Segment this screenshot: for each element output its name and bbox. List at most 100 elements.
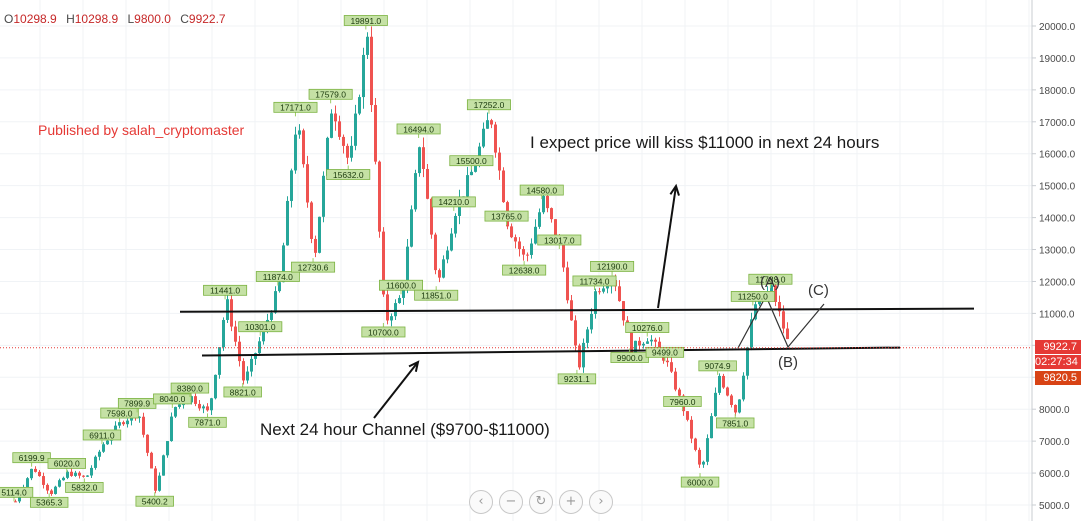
- zoom-controls: ‹ − ↻ + ›: [466, 489, 616, 515]
- scroll-forward-button[interactable]: ›: [589, 490, 613, 514]
- candle-body: [314, 238, 317, 253]
- price-label: 17579.0: [315, 90, 346, 100]
- price-label: 6020.0: [54, 459, 80, 469]
- candle-body: [166, 441, 169, 456]
- candle-body: [774, 285, 777, 302]
- price-label: 15500.0: [456, 156, 487, 166]
- candle-body: [162, 455, 165, 476]
- candle-body: [726, 387, 729, 396]
- candle-body: [66, 471, 69, 478]
- price-label-box: [414, 289, 459, 301]
- price-label-box: [396, 123, 441, 135]
- candle-body: [126, 420, 129, 425]
- candle-body: [398, 297, 401, 304]
- candle-body: [302, 130, 305, 165]
- axis-background: [1032, 0, 1089, 521]
- candle-body: [566, 267, 569, 301]
- candle-body: [82, 475, 85, 477]
- candle-body: [154, 468, 157, 491]
- price-label: 9074.9: [705, 361, 731, 371]
- close-value: 9922.7: [188, 12, 226, 26]
- price-label-box: [449, 155, 494, 167]
- price-label: 17171.0: [280, 103, 311, 113]
- trend-lines: [179, 183, 975, 419]
- candle-body: [458, 198, 461, 216]
- candle-body: [554, 219, 557, 237]
- candle-body: [598, 291, 601, 293]
- axis-tick-label: 6000.0: [1039, 469, 1070, 480]
- candle-body: [150, 452, 153, 469]
- price-label: 10700.0: [368, 327, 399, 337]
- candle-body: [414, 173, 417, 210]
- price-label-box: [343, 15, 388, 26]
- price-label: 12638.0: [509, 265, 540, 275]
- candle-body: [170, 416, 173, 442]
- candle-body: [94, 456, 97, 468]
- scroll-back-button[interactable]: ‹: [469, 490, 493, 514]
- candle-body: [158, 475, 161, 491]
- price-label-box: [645, 346, 685, 358]
- candle-body: [222, 319, 225, 348]
- candle-body: [210, 398, 213, 411]
- price-label: 14580.0: [526, 185, 557, 195]
- price-label: 5365.3: [36, 498, 62, 508]
- candle-body: [618, 286, 621, 302]
- candle-body: [242, 361, 245, 381]
- candle-body: [262, 328, 265, 342]
- candle-body: [394, 303, 397, 317]
- price-label-box: [291, 261, 336, 273]
- price-label: 6199.9: [19, 453, 45, 463]
- price-label: 7598.0: [107, 408, 133, 418]
- candle-body: [694, 438, 697, 450]
- candle-body: [62, 477, 65, 481]
- candle-body: [350, 145, 353, 158]
- candle-body: [590, 313, 593, 330]
- support-line: [201, 346, 901, 357]
- price-label-box: [255, 271, 300, 282]
- candle-body: [698, 449, 701, 465]
- axis-tick-label: 17000.0: [1039, 118, 1076, 129]
- candle-body: [390, 316, 393, 321]
- candle-body: [606, 286, 609, 289]
- axis-tick-label: 15000.0: [1039, 182, 1076, 193]
- candle-body: [482, 128, 485, 147]
- candle-body: [142, 416, 145, 435]
- channel-note: Next 24 hour Channel ($9700-$11000): [260, 420, 550, 439]
- price-label: 12190.0: [597, 262, 628, 272]
- price-label-box: [572, 275, 617, 287]
- candle-body: [218, 347, 221, 375]
- candle-body: [714, 392, 717, 417]
- candle-body: [226, 299, 229, 320]
- candle-body: [102, 444, 105, 452]
- last-price-badge: 9922.7: [1035, 340, 1081, 354]
- candle-body: [446, 250, 449, 260]
- price-label-box: [326, 169, 371, 180]
- candle-body: [666, 360, 669, 363]
- candle-body: [430, 198, 433, 235]
- candle-body: [382, 231, 385, 295]
- candle-body: [742, 375, 745, 400]
- candle-body: [98, 451, 101, 457]
- reset-zoom-button[interactable]: ↻: [529, 490, 553, 514]
- candle-body: [182, 404, 185, 406]
- candle-body: [630, 329, 633, 353]
- price-label: 6000.0: [687, 477, 713, 487]
- candle-body: [426, 168, 429, 199]
- price-label: 7960.0: [669, 397, 695, 407]
- candle-body: [174, 406, 177, 417]
- candle-body: [318, 216, 321, 253]
- candle-body: [122, 422, 125, 425]
- candle-body: [206, 406, 209, 411]
- channel-arrow: [373, 361, 419, 419]
- axis-tick-label: 7000.0: [1039, 437, 1070, 448]
- zoom-out-button[interactable]: −: [499, 490, 523, 514]
- candle-body: [734, 404, 737, 413]
- price-label-box: [466, 99, 511, 111]
- candle-body: [730, 395, 733, 405]
- zoom-in-button[interactable]: +: [559, 490, 583, 514]
- price-label: 8040.0: [159, 394, 185, 404]
- close-label: C: [180, 12, 189, 26]
- price-label-box: [431, 196, 476, 208]
